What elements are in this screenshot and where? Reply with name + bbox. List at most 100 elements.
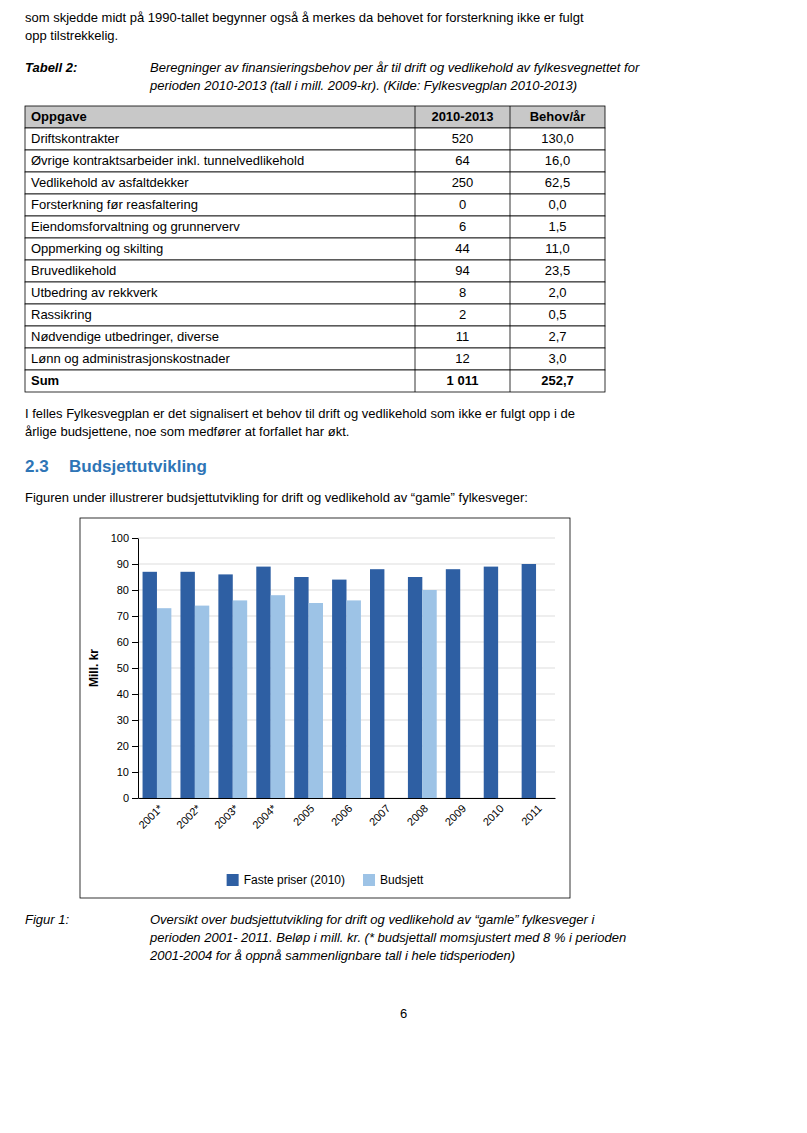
table-cell: Eiendomsforvaltning og grunnerverv	[31, 219, 240, 234]
x-tick-label: 2001*	[136, 802, 165, 831]
table-divider	[510, 348, 511, 370]
x-tick-label: 2005	[291, 802, 317, 828]
body-text: I felles Fylkesvegplan er det signaliser…	[25, 406, 575, 421]
x-tick-label: 2010	[480, 802, 506, 828]
table-cell: 0,5	[548, 307, 566, 322]
table-cell: 23,5	[545, 263, 570, 278]
figure-caption: perioden 2001- 2011. Beløp i mill. kr. (…	[149, 930, 626, 945]
x-tick-label: 2002*	[174, 802, 203, 831]
x-tick-label: 2008	[405, 802, 431, 828]
table-cell: 2,7	[548, 329, 566, 344]
y-tick-mark	[132, 668, 138, 669]
y-tick-label: 60	[117, 636, 129, 648]
table-divider	[415, 304, 416, 326]
series	[143, 564, 536, 798]
x-tick-label: 2011	[519, 802, 544, 827]
bar	[309, 603, 323, 798]
table-row	[25, 238, 605, 260]
page: som skjedde midt på 1990-tallet begynner…	[0, 0, 807, 1133]
table-row	[25, 282, 605, 304]
y-tick-label: 100	[111, 532, 129, 544]
bar	[195, 606, 209, 798]
bar	[256, 567, 270, 798]
legend-item: Budsjett	[363, 873, 424, 887]
table-cell: 44	[455, 241, 469, 256]
x-tick: 2004*	[250, 798, 279, 831]
table-header: 2010-2013	[431, 109, 493, 124]
x-tick: 2008	[405, 798, 431, 828]
y-tick-label: 0	[123, 792, 129, 804]
table-cell: 11	[456, 329, 470, 344]
y-axis-label: Mill. kr	[87, 649, 101, 687]
y-tick-label: 80	[117, 584, 129, 596]
x-tick: 2009	[442, 798, 468, 828]
table-divider	[415, 282, 416, 304]
table-row	[25, 194, 605, 216]
table-cell: 2	[459, 307, 466, 322]
table-row	[25, 260, 605, 282]
y-tick-mark	[132, 642, 138, 643]
table-cell: 64	[455, 153, 469, 168]
bar	[370, 569, 384, 798]
table-caption: Beregninger av finansieringsbehov per år…	[150, 60, 640, 75]
table-divider	[510, 304, 511, 326]
bar	[408, 577, 422, 798]
x-axis: 2001*2002*2003*2004*20052006200720082009…	[136, 798, 555, 831]
y-tick: 50	[117, 662, 138, 674]
table-row	[25, 216, 605, 238]
table-cell: 130,0	[541, 131, 574, 146]
bar	[157, 608, 171, 798]
body-text: som skjedde midt på 1990-tallet begynner…	[25, 10, 584, 25]
table-row	[25, 370, 605, 392]
table-cell: 1,5	[548, 219, 566, 234]
table-divider	[415, 348, 416, 370]
table-header: Oppgave	[31, 109, 87, 124]
table-divider	[510, 238, 511, 260]
y-tick: 10	[117, 766, 138, 778]
bar	[446, 569, 460, 798]
series	[157, 590, 437, 798]
figure-caption: 2001-2004 for å oppnå sammenlignbare tal…	[149, 948, 515, 963]
table-divider	[510, 150, 511, 172]
table-cell: Utbedring av rekkverk	[31, 285, 158, 300]
y-tick-label: 40	[117, 688, 129, 700]
legend-swatch	[363, 874, 375, 886]
table-divider	[415, 172, 416, 194]
table-cell: 8	[459, 285, 466, 300]
table-cell: 62,5	[545, 175, 570, 190]
table-divider	[510, 326, 511, 348]
y-tick-mark	[132, 616, 138, 617]
x-tick: 2002*	[174, 798, 203, 831]
y-tick: 60	[117, 636, 138, 648]
bar	[143, 572, 157, 798]
y-tick: 40	[117, 688, 138, 700]
table-cell: Lønn og administrasjonskostnader	[31, 351, 230, 366]
table-cell: 6	[459, 219, 466, 234]
x-axis-line	[139, 798, 556, 799]
y-tick-mark	[132, 590, 138, 591]
legend: Faste priser (2010)Budsjett	[227, 873, 424, 887]
page-number: 6	[400, 1006, 407, 1021]
table-divider	[510, 106, 511, 128]
y-tick: 20	[117, 740, 138, 752]
y-tick-label: 10	[117, 766, 129, 778]
table-cell: Forsterkning før reasfaltering	[31, 197, 198, 212]
grid	[138, 538, 555, 798]
x-tick-label: 2006	[329, 802, 355, 828]
bar	[180, 572, 194, 798]
figure-caption: Oversikt over budsjettutvikling for drif…	[150, 912, 595, 927]
table-cell: 1 011	[447, 373, 479, 388]
table-row	[25, 304, 605, 326]
table-header-row	[25, 106, 605, 128]
table-divider	[415, 260, 416, 282]
y-tick-label: 90	[117, 558, 129, 570]
x-tick: 2007	[367, 798, 393, 828]
table-cell: Vedlikehold av asfaltdekker	[31, 175, 189, 190]
table-cell: Øvrige kontraktsarbeider inkl. tunnelved…	[31, 153, 304, 168]
table-cell: 16,0	[545, 153, 570, 168]
table-divider	[510, 128, 511, 150]
table-divider	[510, 260, 511, 282]
y-tick-label: 70	[117, 610, 129, 622]
x-tick: 2010	[480, 798, 506, 828]
table-caption: perioden 2010-2013 (tall i mill. 2009-kr…	[149, 78, 577, 93]
